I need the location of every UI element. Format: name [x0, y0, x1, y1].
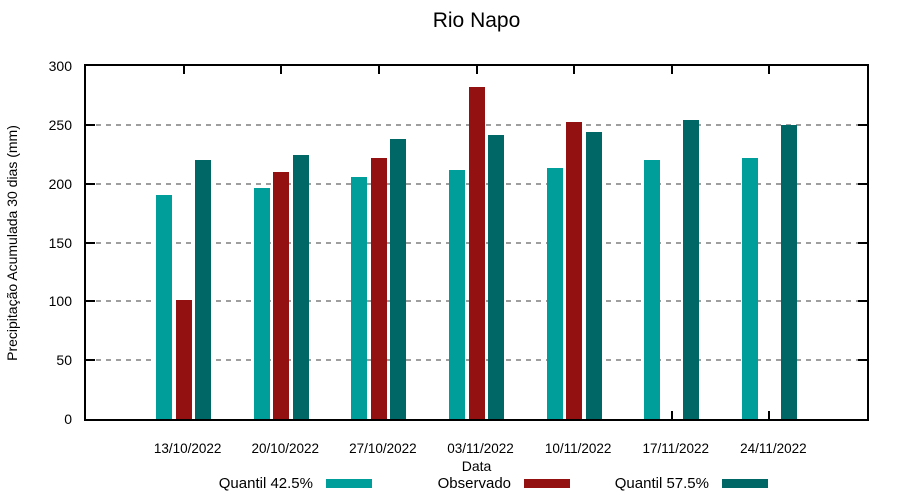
y-tick-label: 0 [64, 411, 72, 427]
plot-area [84, 64, 869, 421]
y-tick-right [858, 123, 867, 126]
x-tick-label: 17/11/2022 [642, 441, 710, 456]
bar-observado [273, 171, 290, 419]
y-tick-label: 200 [48, 175, 72, 192]
bar-quantil-42.5- [449, 169, 465, 419]
bar-quantil-42.5- [253, 188, 270, 419]
x-tick-label: 24/11/2022 [740, 441, 807, 456]
y-tick-label: 50 [56, 352, 72, 369]
x-tick-bottom [768, 411, 771, 419]
y-tick-right [858, 359, 867, 362]
bar-observado [370, 157, 387, 419]
bar-quantil-57.5- [683, 120, 700, 419]
legend-entry-observado: Observado [438, 474, 570, 492]
y-tick-left [86, 300, 95, 303]
legend-entry-quantil-57.5-: Quantil 57.5% [615, 474, 768, 492]
legend-swatch [722, 478, 768, 488]
bar-quantil-42.5- [644, 160, 661, 419]
x-axis-title: Data [461, 458, 492, 474]
y-tick-left [86, 182, 95, 185]
bar-quantil-57.5- [488, 135, 504, 419]
legend-entry-quantil-42.5-: Quantil 42.5% [219, 474, 372, 492]
y-tick-label: 150 [48, 234, 72, 251]
bar-quantil-57.5- [195, 160, 212, 419]
bar-quantil-42.5- [351, 176, 368, 419]
y-tick-left [86, 359, 95, 362]
y-tick-left [86, 123, 95, 126]
y-tick-right [858, 182, 867, 185]
y-tick-label: 250 [48, 116, 72, 133]
legend-label: Quantil 42.5% [218, 474, 313, 492]
x-tick-top [280, 66, 283, 74]
bar-observado [175, 300, 192, 419]
x-tick-label: 03/11/2022 [447, 441, 514, 456]
y-tick-right [858, 300, 867, 303]
legend-swatch [326, 478, 372, 488]
bar-quantil-42.5- [546, 168, 563, 419]
x-tick-top [768, 66, 771, 74]
x-tick-top [573, 66, 576, 74]
bar-quantil-57.5- [390, 138, 407, 419]
y-tick-label: 100 [48, 293, 72, 310]
bar-observado [566, 122, 583, 419]
bar-quantil-57.5- [780, 124, 797, 419]
bar-quantil-42.5- [156, 195, 173, 419]
x-tick-top [670, 66, 673, 74]
legend-label: Quantil 57.5% [614, 474, 709, 492]
x-tick-label: 10/11/2022 [544, 441, 612, 456]
legend-swatch [524, 478, 570, 488]
x-tick-label: 27/10/2022 [349, 441, 417, 456]
x-tick-top [377, 66, 380, 74]
chart-title: Rio Napo [432, 9, 521, 32]
y-tick-left [86, 241, 95, 244]
bar-quantil-42.5- [741, 157, 758, 419]
y-tick-label: 300 [48, 58, 72, 74]
x-tick-top [475, 66, 478, 74]
x-tick-top [182, 66, 185, 74]
x-tick-label: 20/10/2022 [251, 441, 320, 456]
legend-label: Observado [437, 474, 511, 492]
bar-observado [468, 87, 485, 419]
y-tick-right [858, 241, 867, 244]
x-tick-bottom [670, 411, 673, 419]
bar-quantil-57.5- [585, 131, 602, 419]
x-tick-label: 13/10/2022 [153, 441, 222, 456]
bar-quantil-57.5- [292, 155, 309, 419]
